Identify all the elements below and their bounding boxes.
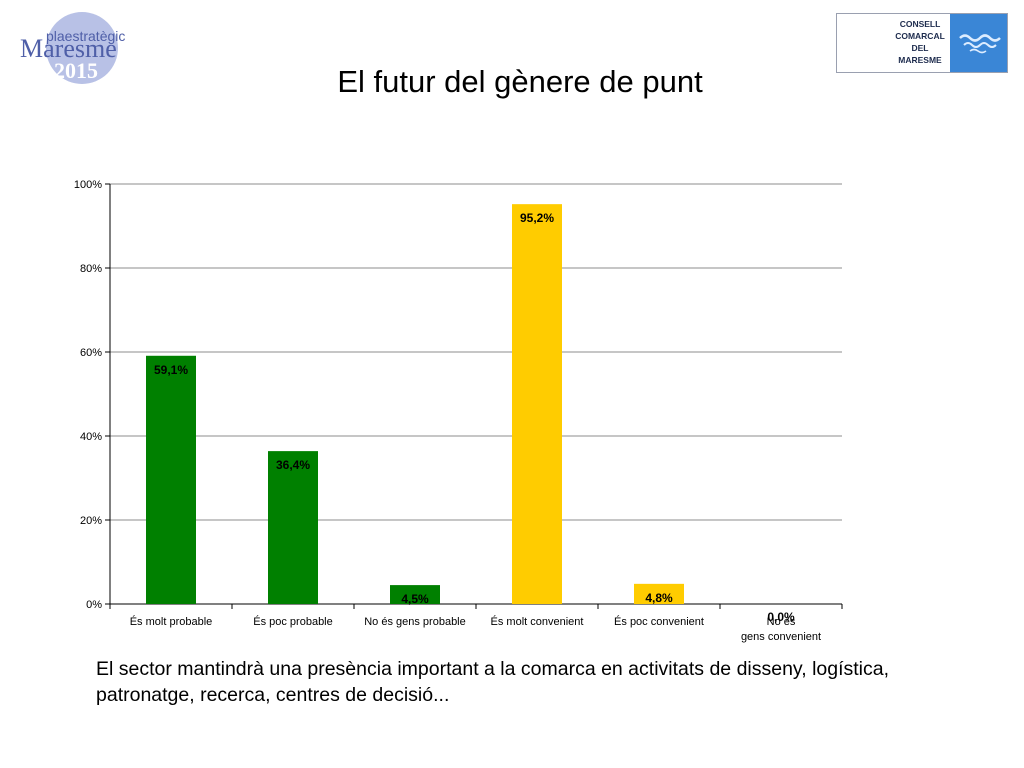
logo-line3: 2015 bbox=[54, 58, 98, 83]
x-category-label: És poc convenient bbox=[614, 615, 704, 628]
data-label: 0,0% bbox=[767, 610, 795, 624]
logo-org-text: CONSELL COMARCAL DEL MARESME bbox=[875, 18, 965, 66]
caption-text: El sector mantindrà una presència import… bbox=[96, 658, 890, 706]
logo-org-line: COMARCAL bbox=[895, 31, 945, 41]
bar bbox=[512, 204, 562, 604]
data-label: 36,4% bbox=[276, 458, 310, 472]
x-category-label: No és gens probable bbox=[364, 616, 466, 628]
bar bbox=[634, 583, 684, 604]
y-tick-label: 0% bbox=[86, 599, 102, 611]
logo-line1: plaestratègic bbox=[46, 28, 125, 44]
plaestrategic-maresme-logo: plaestratègic Maresme 2015 bbox=[20, 12, 125, 84]
y-tick-label: 80% bbox=[80, 263, 102, 275]
logo-org-line: CONSELL bbox=[899, 19, 941, 29]
data-label: 95,2% bbox=[520, 211, 554, 225]
x-category-label: És poc probable bbox=[253, 615, 333, 628]
logo-line2: Maresme bbox=[20, 34, 117, 63]
consell-comarcal-logo: CONSELL COMARCAL DEL MARESME bbox=[836, 13, 1008, 73]
bar bbox=[390, 585, 440, 604]
wave-emblem-icon bbox=[950, 14, 1007, 72]
y-tick-label: 40% bbox=[80, 431, 102, 443]
data-label: 4,5% bbox=[401, 592, 429, 606]
x-category-label: És molt probable bbox=[130, 615, 213, 628]
logo-org-line: DEL bbox=[911, 43, 929, 53]
page-title: El futur del gènere de punt bbox=[337, 64, 703, 99]
y-tick-label: 20% bbox=[80, 515, 102, 527]
y-tick-label: 60% bbox=[80, 347, 102, 359]
y-tick-label: 100% bbox=[74, 179, 102, 191]
bar bbox=[146, 355, 196, 604]
bar bbox=[268, 451, 318, 604]
x-category-label: No és gens convenient bbox=[741, 616, 821, 643]
data-label: 59,1% bbox=[154, 363, 188, 377]
x-category-label: És molt convenient bbox=[491, 615, 584, 628]
logo-org-line: MARESME bbox=[898, 55, 942, 65]
bar-chart: 0% 20% 40% 60% 80% 100% 59,1% És molt probable 3… bbox=[74, 179, 843, 643]
data-label: 4,8% bbox=[645, 591, 673, 605]
